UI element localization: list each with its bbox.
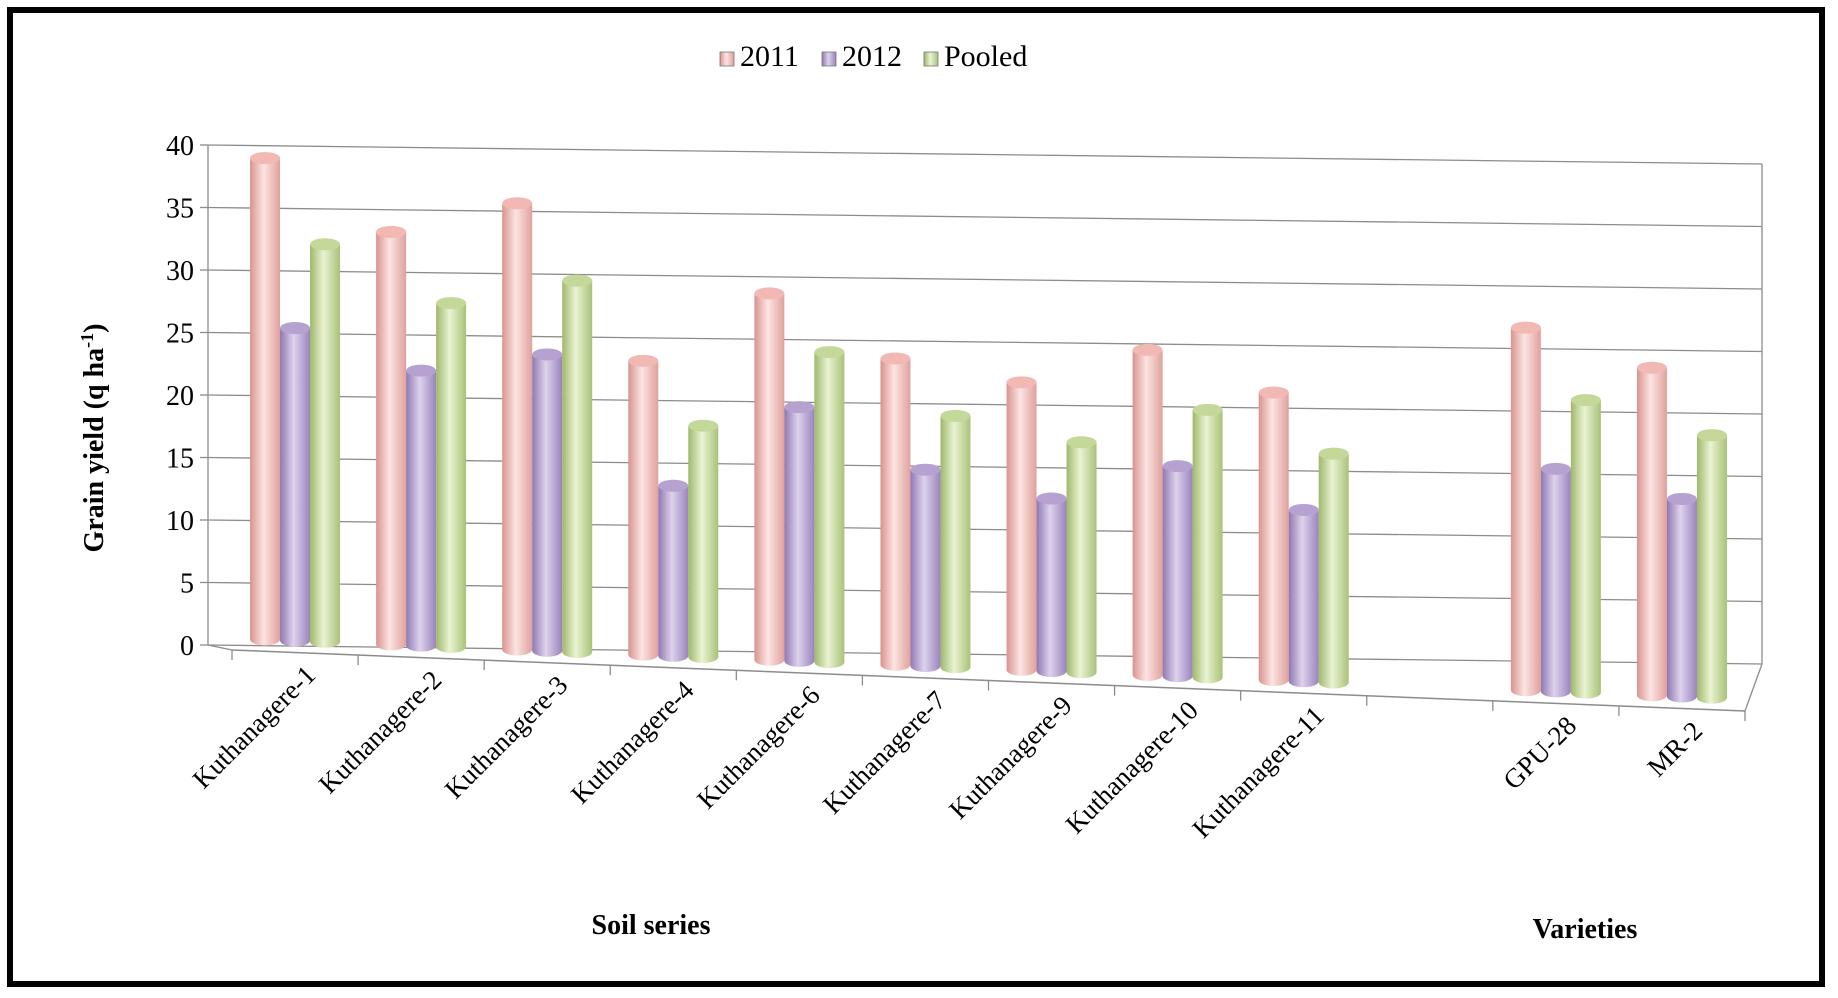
bar-2012-6 bbox=[1036, 492, 1067, 678]
gridline-20 bbox=[207, 394, 1763, 415]
y-tick-label-20: 20 bbox=[166, 381, 194, 412]
floor-right-edge bbox=[1744, 663, 1763, 712]
gridlines bbox=[207, 144, 1763, 665]
bar-Pooled-10 bbox=[1570, 394, 1601, 699]
bar-2011-7 bbox=[1132, 343, 1163, 681]
y-tick-label-30: 30 bbox=[166, 256, 194, 287]
bar-Pooled-1 bbox=[436, 297, 467, 653]
x-group-label-soil-series: Soil series bbox=[592, 910, 711, 941]
bar-2011-0 bbox=[250, 152, 281, 646]
y-tick-label-25: 25 bbox=[166, 319, 194, 350]
legend-swatch-2012 bbox=[821, 51, 837, 67]
gridline-0 bbox=[207, 644, 1763, 665]
y-tick-label-35: 35 bbox=[166, 194, 194, 225]
bar-2011-5 bbox=[880, 352, 911, 671]
x-tick-label-5: Kuthanagere-7 bbox=[817, 685, 952, 820]
y-tick-label-0: 0 bbox=[180, 631, 194, 662]
x-group-label-varieties: Varieties bbox=[1533, 914, 1638, 945]
x-tick-label-7: Kuthanagere-10 bbox=[1060, 695, 1204, 839]
bar-2012-11 bbox=[1666, 492, 1697, 703]
bar-2011-2 bbox=[502, 197, 533, 656]
bar-Pooled-4 bbox=[814, 346, 845, 669]
bar-Pooled-3 bbox=[688, 419, 719, 664]
bar-2011-10 bbox=[1510, 321, 1541, 697]
legend-label-2012: 2012 bbox=[842, 40, 902, 73]
gridline-30 bbox=[207, 269, 1763, 290]
legend-item-2011: 2011 bbox=[719, 40, 799, 73]
legend-swatch-Pooled bbox=[923, 51, 939, 67]
bar-2012-3 bbox=[658, 479, 689, 662]
y-tick-label-15: 15 bbox=[166, 444, 194, 475]
gridline-40 bbox=[207, 144, 1763, 165]
gridline-25 bbox=[207, 331, 1763, 353]
bar-2011-3 bbox=[628, 354, 659, 661]
bar-2012-2 bbox=[532, 348, 563, 657]
x-tick-label-4: Kuthanagere-6 bbox=[691, 680, 826, 815]
bar-2011-1 bbox=[376, 225, 407, 651]
legend-item-2012: 2012 bbox=[821, 40, 902, 73]
y-tick-labels: 0 5 10 15 20 25 30 35 40 bbox=[166, 131, 208, 662]
bars bbox=[250, 152, 1727, 704]
bar-2011-4 bbox=[754, 287, 785, 666]
bar-2012-8 bbox=[1288, 503, 1319, 688]
x-tick-label-8: Kuthanagere-11 bbox=[1186, 700, 1329, 843]
y-tick-label-10: 10 bbox=[166, 506, 194, 537]
bar-Pooled-8 bbox=[1318, 447, 1349, 689]
bar-Pooled-2 bbox=[562, 274, 593, 658]
x-tick-label-11: MR-2 bbox=[1641, 715, 1708, 782]
bar-2012-4 bbox=[784, 401, 815, 667]
legend-swatch-2011 bbox=[719, 51, 735, 67]
y-tick-label-40: 40 bbox=[166, 131, 194, 162]
bar-Pooled-7 bbox=[1192, 403, 1223, 684]
y-axis-title: Grain yield (q ha-1) bbox=[77, 324, 110, 553]
legend-item-Pooled: Pooled bbox=[923, 40, 1027, 73]
bar-Pooled-0 bbox=[310, 238, 341, 648]
x-tick-label-0: Kuthanagere-1 bbox=[187, 660, 322, 795]
bar-2011-6 bbox=[1006, 376, 1037, 676]
bar-Pooled-5 bbox=[940, 409, 971, 674]
gridline-35 bbox=[207, 206, 1763, 228]
bar-2011-11 bbox=[1636, 361, 1667, 702]
x-tick-label-2: Kuthanagere-3 bbox=[439, 670, 574, 805]
bar-Pooled-11 bbox=[1696, 429, 1727, 704]
bar-2011-8 bbox=[1258, 386, 1289, 686]
legend: 2011 2012 Pooled bbox=[719, 40, 1027, 73]
bar-Pooled-6 bbox=[1066, 436, 1097, 679]
floor-left-edge bbox=[207, 644, 233, 651]
bar-2012-7 bbox=[1162, 460, 1193, 683]
x-tick-label-10: GPU-28 bbox=[1497, 710, 1582, 795]
bar-2012-10 bbox=[1540, 462, 1571, 698]
bar-2012-0 bbox=[280, 322, 311, 647]
legend-label-Pooled: Pooled bbox=[944, 40, 1027, 73]
x-tick-label-3: Kuthanagere-4 bbox=[565, 674, 700, 809]
bar-2012-1 bbox=[406, 364, 437, 652]
y-tick-label-5: 5 bbox=[180, 569, 194, 600]
x-tick-label-1: Kuthanagere-2 bbox=[313, 665, 448, 800]
bar-2012-5 bbox=[910, 463, 941, 672]
legend-label-2011: 2011 bbox=[740, 40, 799, 73]
gridline-15 bbox=[207, 456, 1763, 478]
x-tick-label-6: Kuthanagere-9 bbox=[943, 690, 1078, 825]
gridline-5 bbox=[207, 581, 1763, 603]
gridline-10 bbox=[207, 519, 1763, 540]
